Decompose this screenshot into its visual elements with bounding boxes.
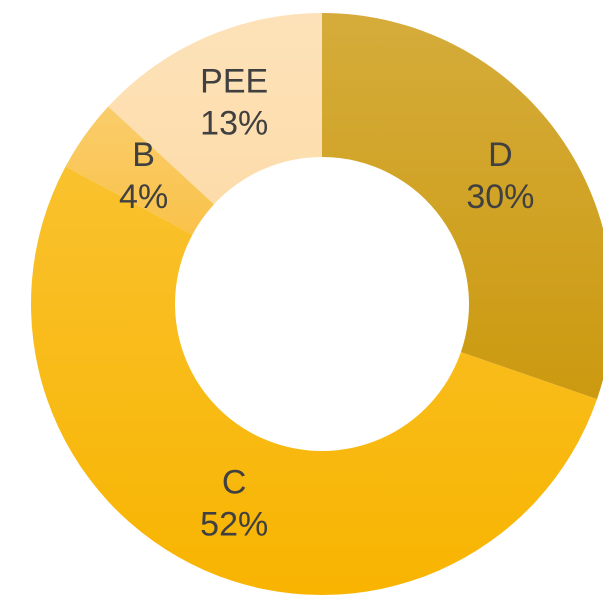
slice-shade [65, 106, 215, 235]
slice-shade [108, 13, 322, 205]
slice-shade [322, 13, 603, 400]
value-label: 13% [200, 104, 268, 142]
value-label: 4% [119, 178, 168, 216]
value-label: 52% [200, 506, 268, 544]
value-label: 30% [466, 178, 534, 216]
category-label: C [222, 464, 247, 502]
slice-shade [31, 166, 597, 595]
category-label: PEE [200, 62, 268, 100]
category-label: D [488, 136, 513, 174]
category-label: B [132, 136, 155, 174]
labels: D 30% C 52% B 4% PEE 13% [119, 62, 534, 543]
slices [31, 13, 603, 595]
